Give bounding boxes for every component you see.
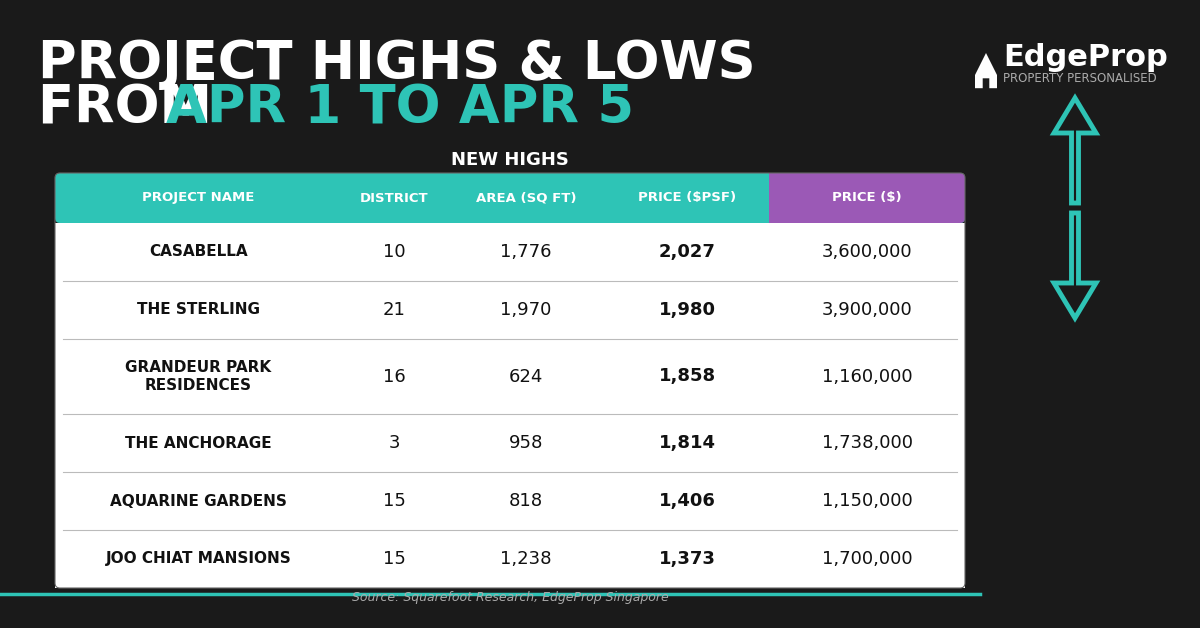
Text: AREA (SQ FT): AREA (SQ FT) (475, 192, 576, 205)
Text: 1,776: 1,776 (500, 243, 552, 261)
Text: PRICE ($PSF): PRICE ($PSF) (638, 192, 737, 205)
Text: PROJECT NAME: PROJECT NAME (142, 192, 254, 205)
Text: 3,600,000: 3,600,000 (822, 243, 912, 261)
Bar (769, 173, 847, 223)
FancyBboxPatch shape (769, 173, 965, 223)
Text: 16: 16 (383, 367, 406, 386)
Text: 10: 10 (383, 243, 406, 261)
Text: 15: 15 (383, 492, 406, 510)
Text: 1,160,000: 1,160,000 (822, 367, 912, 386)
Text: PROJECT HIGHS & LOWS: PROJECT HIGHS & LOWS (38, 38, 756, 90)
Text: 3: 3 (389, 434, 400, 452)
Text: NEW HIGHS: NEW HIGHS (451, 151, 569, 169)
Text: PROPERTY PERSONALISED: PROPERTY PERSONALISED (1003, 72, 1157, 85)
Text: 1,858: 1,858 (659, 367, 716, 386)
Text: DISTRICT: DISTRICT (360, 192, 428, 205)
Text: Source: Squarefoot Research, EdgeProp Singapore: Source: Squarefoot Research, EdgeProp Si… (352, 592, 668, 605)
Text: 1,150,000: 1,150,000 (822, 492, 912, 510)
Polygon shape (974, 53, 997, 88)
Text: APR 1 TO APR 5: APR 1 TO APR 5 (166, 83, 634, 135)
Bar (764, 173, 774, 223)
FancyBboxPatch shape (55, 173, 965, 223)
Text: CASABELLA: CASABELLA (149, 244, 247, 259)
Text: 1,373: 1,373 (659, 550, 716, 568)
Text: PRICE ($): PRICE ($) (833, 192, 902, 205)
Text: 15: 15 (383, 550, 406, 568)
Text: 958: 958 (509, 434, 544, 452)
Text: 1,738,000: 1,738,000 (822, 434, 913, 452)
Text: 1,980: 1,980 (659, 301, 716, 319)
Text: THE ANCHORAGE: THE ANCHORAGE (125, 435, 271, 450)
Text: EdgeProp: EdgeProp (1003, 43, 1168, 72)
Text: FROM: FROM (38, 83, 230, 135)
Text: 1,700,000: 1,700,000 (822, 550, 912, 568)
Text: JOO CHIAT MANSIONS: JOO CHIAT MANSIONS (106, 551, 292, 566)
Text: AQUARINE GARDENS: AQUARINE GARDENS (110, 494, 287, 509)
Text: 1,406: 1,406 (659, 492, 716, 510)
Text: 818: 818 (509, 492, 542, 510)
Text: 1,238: 1,238 (500, 550, 552, 568)
Text: THE STERLING: THE STERLING (137, 303, 260, 318)
Text: 21: 21 (383, 301, 406, 319)
FancyBboxPatch shape (55, 223, 965, 588)
Text: 624: 624 (509, 367, 544, 386)
Text: 1,814: 1,814 (659, 434, 716, 452)
Text: GRANDEUR PARK
RESIDENCES: GRANDEUR PARK RESIDENCES (125, 360, 271, 392)
Text: 3,900,000: 3,900,000 (822, 301, 912, 319)
Text: 1,970: 1,970 (500, 301, 552, 319)
Text: 2,027: 2,027 (659, 243, 716, 261)
